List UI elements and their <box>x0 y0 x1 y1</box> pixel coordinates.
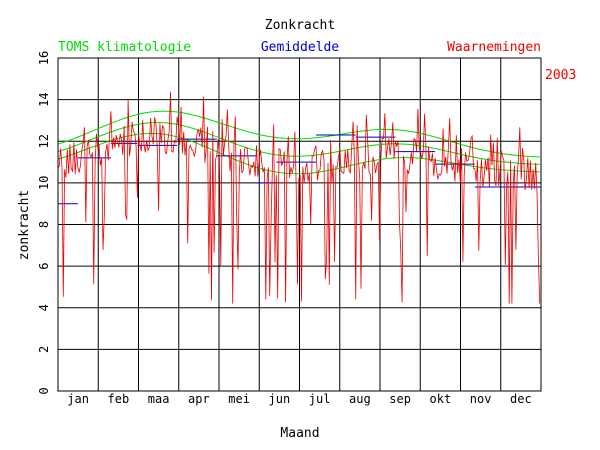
y-tick-label: 8 <box>37 221 51 228</box>
x-tick-labels: jan feb maa apr mei jun jul aug sep okt nov dec <box>67 392 531 406</box>
x-tick-label-mei: mei <box>228 392 250 406</box>
x-tick-label-maa: maa <box>148 392 170 406</box>
y-tick-label: 12 <box>37 134 51 148</box>
x-tick-label-jan: jan <box>67 392 89 406</box>
legend-average: Gemiddelde <box>261 40 339 55</box>
x-tick-label-sep: sep <box>389 392 411 406</box>
x-axis-label: Maand <box>280 426 319 441</box>
x-tick-label-okt: okt <box>430 392 452 406</box>
y-axis-label: zonkracht <box>17 190 32 260</box>
y-tick-label: 2 <box>37 346 51 353</box>
y-tick-label: 10 <box>37 176 51 190</box>
y-tick-label: 0 <box>37 387 51 394</box>
climatology-line-2 <box>57 110 540 158</box>
climatology-line-0 <box>57 132 540 175</box>
x-tick-label-jul: jul <box>309 392 331 406</box>
x-tick-label-feb: feb <box>108 392 130 406</box>
observations-line <box>57 91 541 304</box>
x-tick-label-dec: dec <box>510 392 532 406</box>
y-tick-label: 14 <box>37 92 51 106</box>
y-tick-label: 6 <box>37 263 51 270</box>
y-tick-label: 16 <box>37 51 51 65</box>
climatology-line-1 <box>57 122 540 165</box>
x-tick-label-aug: aug <box>349 392 371 406</box>
observation-series <box>57 91 541 304</box>
x-tick-label-apr: apr <box>188 392 210 406</box>
chart-title: Zonkracht <box>265 18 335 33</box>
legend-climatology: TOMS klimatologie <box>58 40 191 55</box>
plot-frame <box>57 57 542 392</box>
grid <box>58 57 541 392</box>
x-tick-label-nov: nov <box>470 392 492 406</box>
y-tick-label: 4 <box>37 304 51 311</box>
x-tick-label-jun: jun <box>269 392 291 406</box>
year-label: 2003 <box>545 68 576 83</box>
legend-observations: Waarnemingen <box>447 40 541 55</box>
y-tick-labels: 0 2 4 6 8 10 12 14 16 <box>37 51 51 395</box>
